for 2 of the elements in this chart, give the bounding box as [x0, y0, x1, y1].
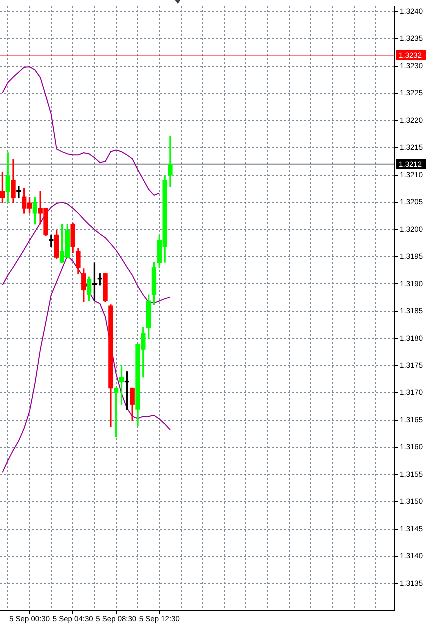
candlestick — [168, 136, 173, 188]
candlestick — [16, 186, 22, 199]
